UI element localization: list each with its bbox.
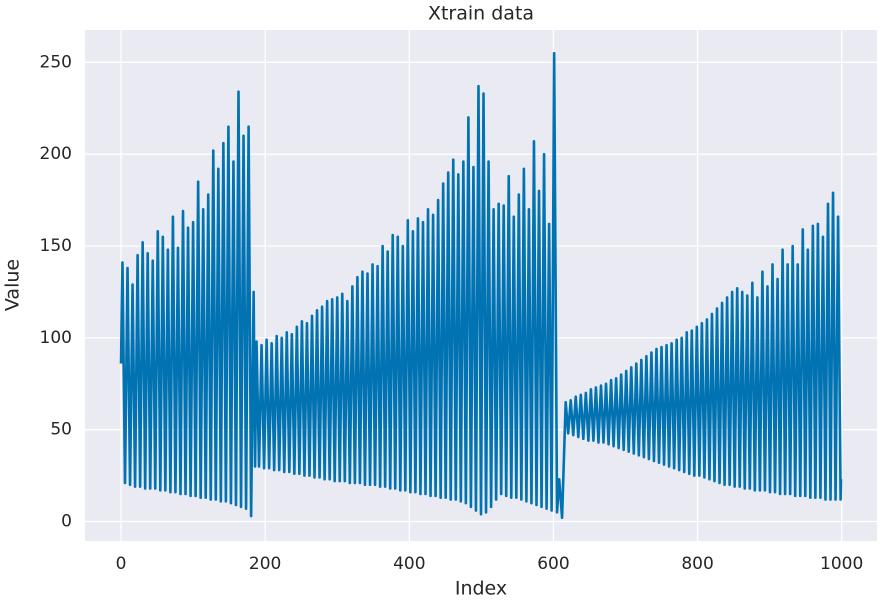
y-tick-label: 200 [40,144,72,164]
x-axis-label: Index [455,578,507,600]
x-tick-label: 1000 [820,554,863,574]
marks [119,51,843,520]
y-tick-label: 150 [40,236,72,256]
y-axis-label: Value [2,259,24,311]
y-tick-label: 50 [50,420,72,440]
x-tick-label: 600 [537,554,569,574]
labels: 0 200 400 600 800 1000 0 50 100 150 200 250 [40,52,864,574]
x-tick-label: 400 [393,554,425,574]
y-tick-label: 250 [40,52,72,72]
y-tick-label: 100 [40,328,72,348]
data-line [119,51,843,520]
x-tick-label: 200 [249,554,281,574]
x-tick-label: 800 [681,554,713,574]
y-tick-label: 0 [61,512,72,532]
chart-title: Xtrain data [428,3,534,25]
x-tick-label: 0 [116,554,127,574]
